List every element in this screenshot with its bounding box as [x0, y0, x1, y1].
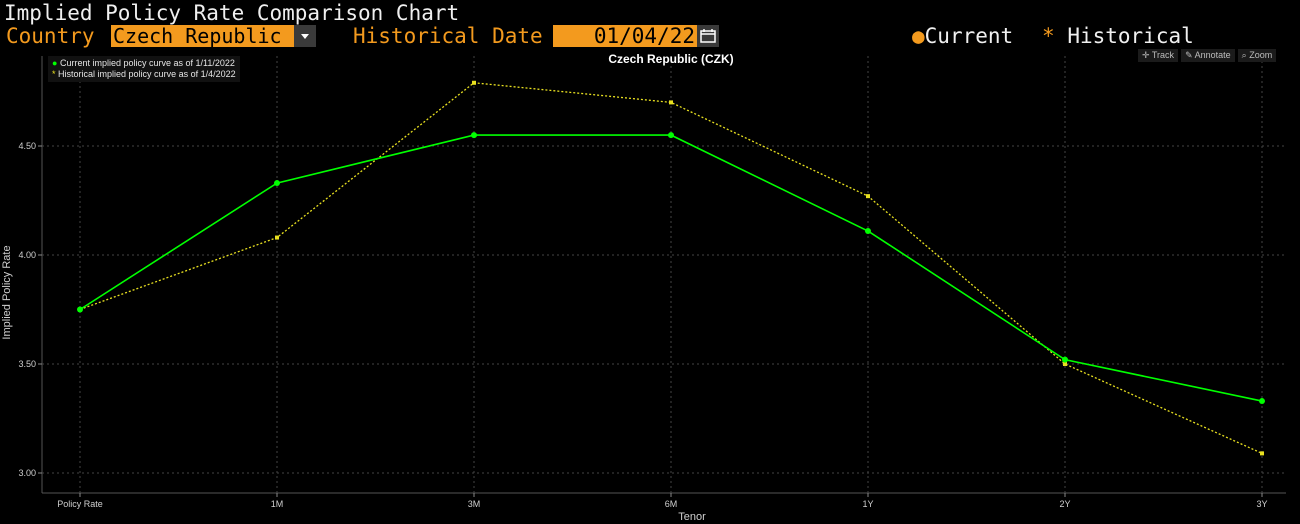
y-tick-label: 3.50: [18, 359, 36, 369]
chart-area: 3.00 3.50 4.00 4.50 Policy Rate 1M 3M 6M 1Y 2Y 3Y T…: [1, 52, 1286, 523]
annotate-button[interactable]: ✎ Annotate: [1181, 49, 1235, 62]
pencil-icon: ✎: [1185, 50, 1193, 60]
chart-title: Czech Republic (CZK): [608, 52, 733, 66]
legend-current[interactable]: ●Current: [912, 24, 1014, 48]
controls-row: Country Czech Republic Historical Date 0…: [0, 24, 1300, 48]
magnifier-icon: ⌕: [1241, 50, 1247, 60]
country-select[interactable]: Czech Republic: [111, 25, 295, 47]
historical-date-input[interactable]: 01/04/22: [553, 25, 698, 47]
data-point-historical: [1063, 362, 1067, 366]
y-tick-label: 4.00: [18, 250, 36, 260]
data-point-current: [1259, 398, 1265, 405]
data-point-historical: [472, 80, 476, 85]
data-point-historical: [1260, 451, 1264, 456]
x-tick-label: 6M: [665, 499, 678, 509]
chevron-down-icon[interactable]: [294, 25, 316, 47]
zoom-button[interactable]: ⌕ Zoom: [1237, 49, 1277, 62]
x-tick-label: 3Y: [1256, 499, 1267, 509]
y-axis-title: Implied Policy Rate: [1, 245, 13, 339]
country-label: Country: [6, 24, 95, 48]
data-point-historical: [866, 194, 870, 199]
x-tick-label: 2Y: [1059, 499, 1070, 509]
asterisk-icon: *: [1042, 24, 1055, 48]
y-tick-label: 3.00: [18, 468, 36, 478]
data-point-current: [274, 180, 280, 187]
x-tick-label: 1M: [271, 499, 284, 509]
crosshair-icon: ✛: [1142, 50, 1150, 60]
asterisk-icon: *: [52, 69, 56, 79]
y-tick-label: 4.50: [18, 141, 36, 151]
data-point-current: [1062, 356, 1068, 363]
dot-icon: ●: [52, 58, 58, 68]
data-point-current: [865, 228, 871, 235]
legend-item-historical: * Historical implied policy curve as of …: [52, 69, 236, 79]
historical-date-label: Historical Date: [353, 24, 543, 48]
page-title: Implied Policy Rate Comparison Chart: [4, 1, 460, 25]
legend-historical[interactable]: * Historical: [1042, 24, 1194, 48]
track-button[interactable]: ✛ Track: [1138, 49, 1179, 62]
dot-icon: ●: [912, 24, 925, 48]
data-point-current: [668, 132, 674, 139]
x-tick-label: 3M: [468, 499, 481, 509]
data-point-current: [77, 306, 83, 313]
data-point-historical: [275, 235, 279, 240]
legend-item-current: ● Current implied policy curve as of 1/1…: [52, 58, 235, 68]
chart-legend: ● Current implied policy curve as of 1/1…: [48, 56, 240, 82]
data-point-historical: [669, 100, 673, 105]
x-axis-title: Tenor: [678, 511, 706, 523]
chart-toolbar: ✛ Track ✎ Annotate ⌕ Zoom: [1138, 49, 1277, 62]
data-point-current: [471, 132, 477, 139]
x-tick-label: 1Y: [862, 499, 873, 509]
calendar-icon[interactable]: [697, 25, 719, 47]
x-tick-label: Policy Rate: [57, 499, 103, 509]
